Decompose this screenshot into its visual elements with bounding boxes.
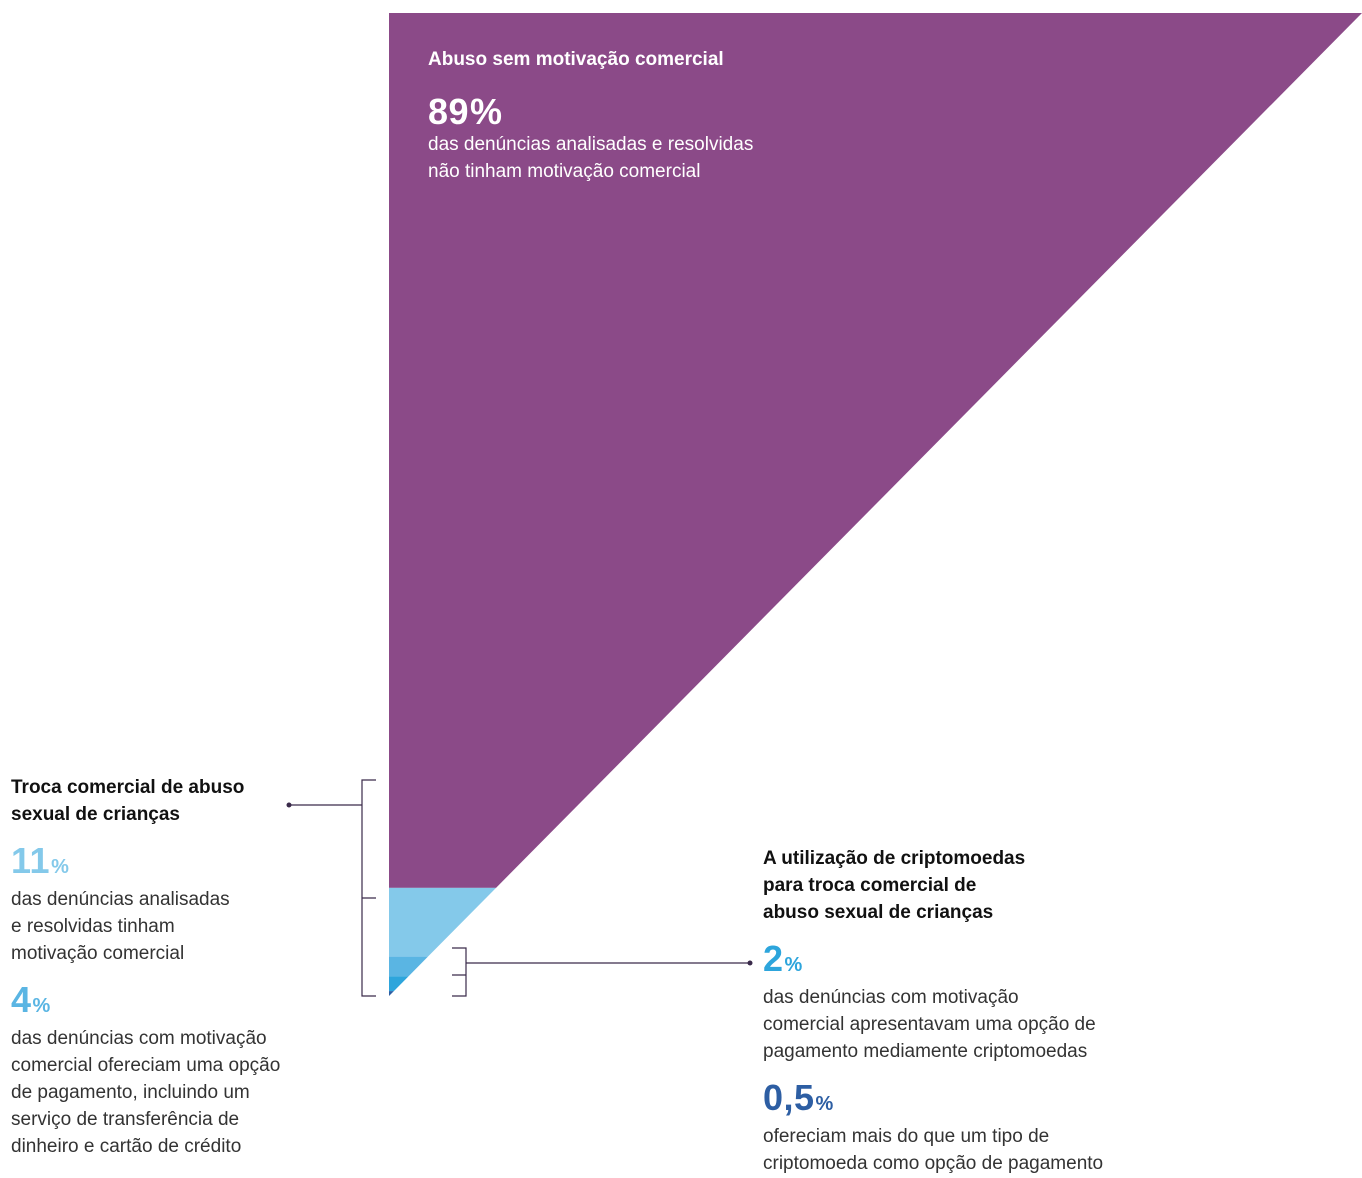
top-stat-number: 89 xyxy=(428,91,470,132)
right-stat-2-number: 0,5 xyxy=(763,1077,815,1118)
right-panel: A utilização de criptomoedas para troca … xyxy=(763,845,1203,1177)
right-stat-1-description: das denúncias com motivação comercial ap… xyxy=(763,987,1096,1062)
left-panel: Troca comercial de abuso sexual de crian… xyxy=(11,774,351,1160)
right-connector-dot xyxy=(747,960,753,966)
chart-segments xyxy=(389,13,1362,996)
segment-2-troca-comercial-de-abuso-sexual-de-crian xyxy=(389,887,497,957)
left-stat-1-unit: % xyxy=(51,856,69,878)
connectors xyxy=(286,779,753,997)
left-stat-2-unit: % xyxy=(32,995,51,1017)
right-stat-1-number: 2 xyxy=(763,938,784,979)
top-panel: Abuso sem motivação comercial 89% das de… xyxy=(428,46,888,185)
segment-3-opcao-de-pagamento-incluindo-servico-de- xyxy=(389,956,428,977)
right-stat-2-unit: % xyxy=(815,1093,834,1115)
left-heading: Troca comercial de abuso sexual de crian… xyxy=(11,777,245,825)
top-stat-unit: % xyxy=(470,91,503,132)
left-stat-1-number: 11 xyxy=(11,840,51,881)
right-stat-2-description: ofereciam mais do que um tipo de criptom… xyxy=(763,1126,1104,1174)
segment-1-abuso-sem-motivacao-comercial xyxy=(389,13,1362,888)
right-stat-1-value: 2% xyxy=(763,940,1203,984)
segment-5-mais-do-que-um-tipo-de-criptomoeda xyxy=(389,991,394,996)
left-stat-2-number: 4 xyxy=(11,979,32,1020)
right-stat-1: 2% das denúncias com motivação comercial… xyxy=(763,940,1203,1065)
left-stat-2-description: das denúncias com motivação comercial of… xyxy=(11,1028,281,1157)
left-stat-1-description: das denúncias analisadas e resolvidas ti… xyxy=(11,889,230,964)
segment-4-opcao-de-pagamento-mediamente-criptomoed xyxy=(389,976,409,992)
top-stat-description: das denúncias analisadas e resolvidas nã… xyxy=(428,134,754,182)
left-stat-2-value: 4% xyxy=(11,981,351,1025)
right-bracket xyxy=(452,947,467,997)
top-heading: Abuso sem motivação comercial xyxy=(428,49,724,70)
left-stat-1-value: 11% xyxy=(11,842,351,886)
right-stat-2-value: 0,5% xyxy=(763,1079,1203,1123)
top-stat-value: 89% xyxy=(428,93,888,131)
left-stat-2: 4% das denúncias com motivação comercial… xyxy=(11,981,351,1160)
right-stat-1-unit: % xyxy=(784,954,803,976)
right-stat-2: 0,5% ofereciam mais do que um tipo de cr… xyxy=(763,1079,1203,1177)
right-heading: A utilização de criptomoedas para troca … xyxy=(763,848,1026,923)
left-stat-1: 11% das denúncias analisadas e resolvida… xyxy=(11,842,351,967)
left-connector-dot xyxy=(286,802,292,808)
left-bracket xyxy=(361,779,376,997)
